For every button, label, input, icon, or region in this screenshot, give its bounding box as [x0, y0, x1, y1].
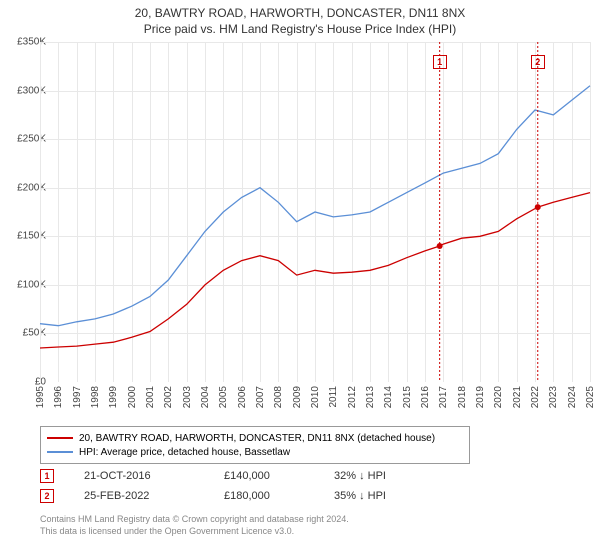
- sale-date: 21-OCT-2016: [84, 470, 194, 482]
- x-tick-label: 2002: [163, 386, 174, 408]
- x-tick-label: 2018: [457, 386, 468, 408]
- chart-title: 20, BAWTRY ROAD, HARWORTH, DONCASTER, DN…: [0, 6, 600, 20]
- legend-swatch: [47, 451, 73, 453]
- x-tick-label: 2019: [475, 386, 486, 408]
- sales-table: 1 21-OCT-2016 £140,000 32% ↓ HPI 2 25-FEB-202…: [40, 466, 560, 506]
- title-block: 20, BAWTRY ROAD, HARWORTH, DONCASTER, DN…: [0, 0, 600, 40]
- x-tick-label: 2021: [512, 386, 523, 408]
- x-tick-label: 2005: [218, 386, 229, 408]
- marker-box-1: 1: [433, 55, 447, 69]
- sale-price: £180,000: [224, 490, 304, 502]
- legend-swatch: [47, 437, 73, 439]
- x-tick-label: 2009: [292, 386, 303, 408]
- x-tick-label: 2016: [420, 386, 431, 408]
- x-tick-label: 2000: [127, 386, 138, 408]
- x-tick-label: 2004: [200, 386, 211, 408]
- x-tick-label: 1995: [35, 386, 46, 408]
- marker-box-2: 2: [531, 55, 545, 69]
- x-tick-label: 2011: [328, 386, 339, 408]
- x-tick-label: 1999: [108, 386, 119, 408]
- x-tick-label: 2001: [145, 386, 156, 408]
- x-tick-label: 2014: [383, 386, 394, 408]
- x-tick-label: 2003: [182, 386, 193, 408]
- series-property: [40, 193, 590, 348]
- footnote-line-1: Contains HM Land Registry data © Crown c…: [40, 514, 349, 526]
- x-tick-label: 2006: [237, 386, 248, 408]
- x-tick-label: 2024: [567, 386, 578, 408]
- x-tick-label: 1997: [72, 386, 83, 408]
- x-tick-label: 2007: [255, 386, 266, 408]
- x-tick-label: 2017: [438, 386, 449, 408]
- legend-row: 20, BAWTRY ROAD, HARWORTH, DONCASTER, DN…: [47, 431, 463, 445]
- chart-container: 20, BAWTRY ROAD, HARWORTH, DONCASTER, DN…: [0, 0, 600, 560]
- series-hpi: [40, 86, 590, 326]
- sale-point-1: [437, 243, 443, 249]
- sale-marker-box: 1: [40, 469, 54, 483]
- sale-row: 1 21-OCT-2016 £140,000 32% ↓ HPI: [40, 466, 560, 486]
- x-tick-label: 2023: [548, 386, 559, 408]
- legend-label: 20, BAWTRY ROAD, HARWORTH, DONCASTER, DN…: [79, 433, 435, 444]
- sale-point-2: [535, 204, 541, 210]
- sale-date: 25-FEB-2022: [84, 490, 194, 502]
- x-tick-label: 2013: [365, 386, 376, 408]
- x-tick-label: 2020: [493, 386, 504, 408]
- x-tick-label: 1996: [53, 386, 64, 408]
- footnote-line-2: This data is licensed under the Open Gov…: [40, 526, 349, 538]
- chart-subtitle: Price paid vs. HM Land Registry's House …: [0, 22, 600, 36]
- x-tick-label: 2022: [530, 386, 541, 408]
- sale-price: £140,000: [224, 470, 304, 482]
- x-tick-label: 1998: [90, 386, 101, 408]
- sale-pct: 35% ↓ HPI: [334, 490, 434, 502]
- x-tick-label: 2025: [585, 386, 596, 408]
- x-tick-label: 2008: [273, 386, 284, 408]
- legend-label: HPI: Average price, detached house, Bass…: [79, 447, 290, 458]
- sale-pct: 32% ↓ HPI: [334, 470, 434, 482]
- legend-row: HPI: Average price, detached house, Bass…: [47, 445, 463, 459]
- x-tick-label: 2010: [310, 386, 321, 408]
- sale-marker-box: 2: [40, 489, 54, 503]
- x-tick-label: 2015: [402, 386, 413, 408]
- footnote: Contains HM Land Registry data © Crown c…: [40, 514, 349, 537]
- plot-area: [40, 42, 590, 382]
- sale-row: 2 25-FEB-2022 £180,000 35% ↓ HPI: [40, 486, 560, 506]
- x-tick-label: 2012: [347, 386, 358, 408]
- legend: 20, BAWTRY ROAD, HARWORTH, DONCASTER, DN…: [40, 426, 470, 464]
